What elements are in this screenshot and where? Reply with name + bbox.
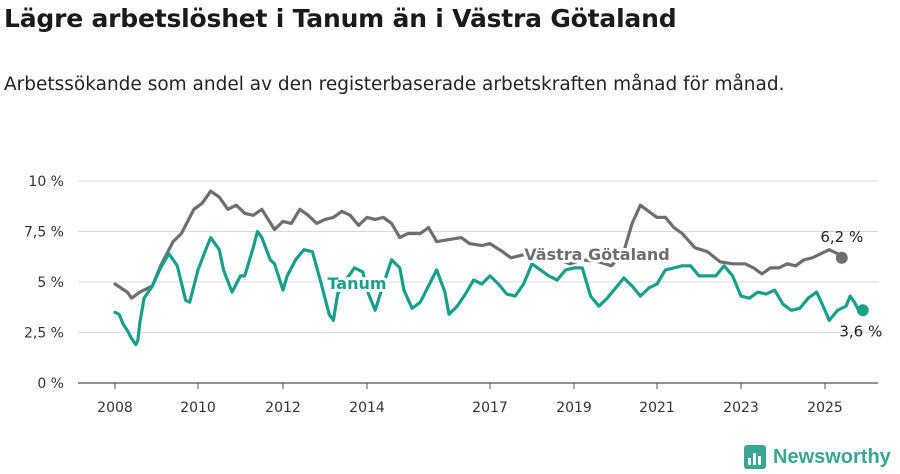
x-tick-label: 2008: [97, 400, 133, 416]
end-label-vastra-gotaland: 6,2 %: [820, 228, 863, 246]
end-point-v-stra-g-taland: [835, 251, 848, 264]
series-lines: [113, 189, 869, 347]
x-tick-label: 2017: [472, 400, 508, 416]
y-tick-label: 10 %: [28, 174, 64, 190]
series-label-halo: Tanum: [327, 274, 386, 293]
y-tick-label: 5 %: [37, 275, 64, 291]
y-tick-label: 0 %: [37, 376, 64, 392]
end-label-tanum: 3,6 %: [839, 322, 882, 340]
x-tick-label: 2021: [639, 400, 675, 416]
x-tick-label: 2019: [556, 400, 592, 416]
series-label: Tanum: [327, 274, 386, 293]
x-tick-label: 2010: [180, 400, 216, 416]
x-tick-label: 2025: [807, 400, 843, 416]
series-line-tanum: [113, 229, 865, 347]
series-label: Västra Götaland: [524, 245, 669, 264]
page-subtitle: Arbetssökande som andel av den registerb…: [4, 74, 785, 95]
grid-lines: [78, 180, 878, 384]
x-axis-ticks: 2008 2010 2012 2014 2017 2019 2021 2023 2025: [97, 383, 843, 416]
x-tick-label: 2014: [349, 400, 385, 416]
y-tick-label: 2,5 %: [24, 326, 64, 342]
newsworthy-brand: Newsworthy: [744, 444, 891, 470]
end-point-tanum: [856, 304, 869, 317]
y-tick-label: 7,5 %: [24, 225, 64, 241]
y-axis-ticks: 0 % 2,5 % 5 % 7,5 % 10 %: [24, 174, 64, 392]
series-line-v-stra-g-taland: [113, 189, 844, 300]
brand-name: Newsworthy: [773, 445, 891, 468]
x-tick-label: 2023: [723, 400, 759, 416]
series-label-halo: Västra Götaland: [524, 245, 669, 264]
x-tick-label: 2012: [265, 400, 301, 416]
page-title: Lägre arbetslöshet i Tanum än i Västra G…: [4, 4, 677, 33]
bar-chart-icon: [744, 445, 766, 469]
